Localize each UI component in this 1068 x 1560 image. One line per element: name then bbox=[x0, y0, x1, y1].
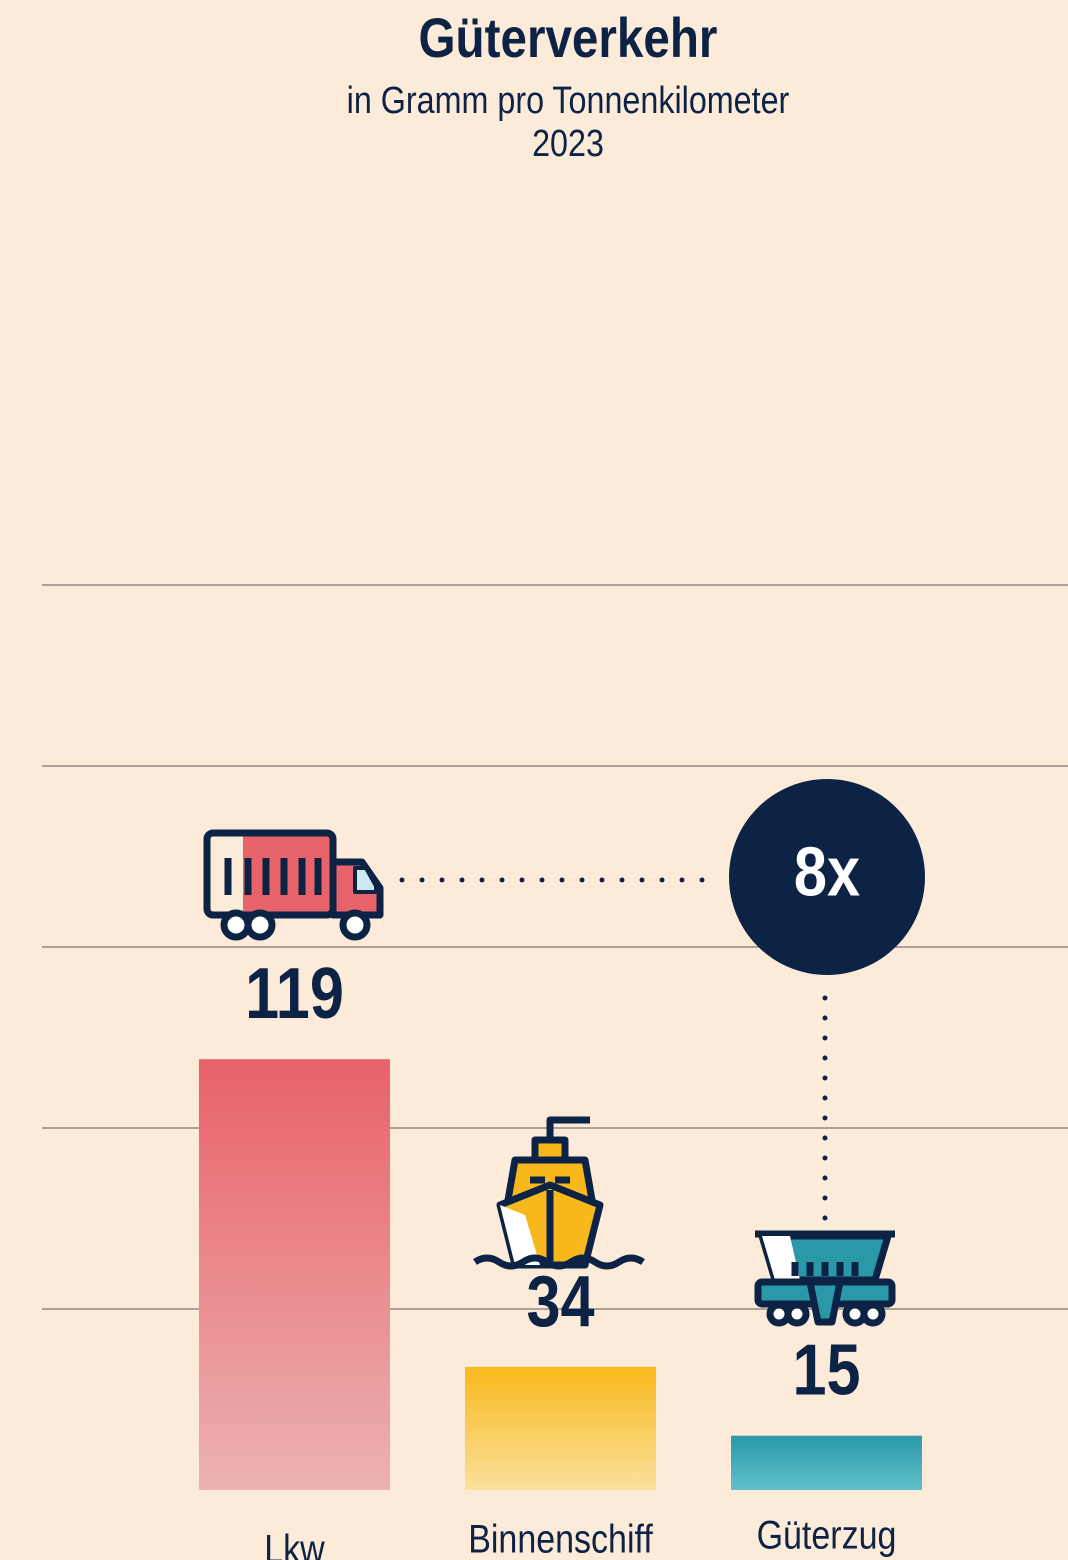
ship-icon bbox=[473, 1116, 645, 1270]
grid bbox=[42, 584, 1068, 1490]
annotation-circle bbox=[729, 779, 925, 975]
value-label: 34 bbox=[526, 1262, 594, 1342]
x-tick-label: Güterzug bbox=[757, 1512, 897, 1557]
train-icon bbox=[754, 1230, 896, 1327]
bar bbox=[731, 1435, 922, 1490]
x-tick-label: Lkw bbox=[264, 1526, 325, 1560]
chart-year: 2023 bbox=[532, 123, 604, 165]
x-tick-label: Binnenschiff bbox=[468, 1516, 653, 1560]
truck-icon bbox=[203, 829, 384, 941]
value-label: 119 bbox=[245, 955, 344, 1035]
chart-title: Güterverkehr bbox=[419, 7, 718, 69]
chart-subtitle: in Gramm pro Tonnenkilometer bbox=[347, 80, 790, 122]
value-label: 15 bbox=[792, 1331, 860, 1411]
bar bbox=[199, 1059, 390, 1490]
annotation: 8x bbox=[794, 832, 860, 911]
bar bbox=[465, 1366, 656, 1490]
